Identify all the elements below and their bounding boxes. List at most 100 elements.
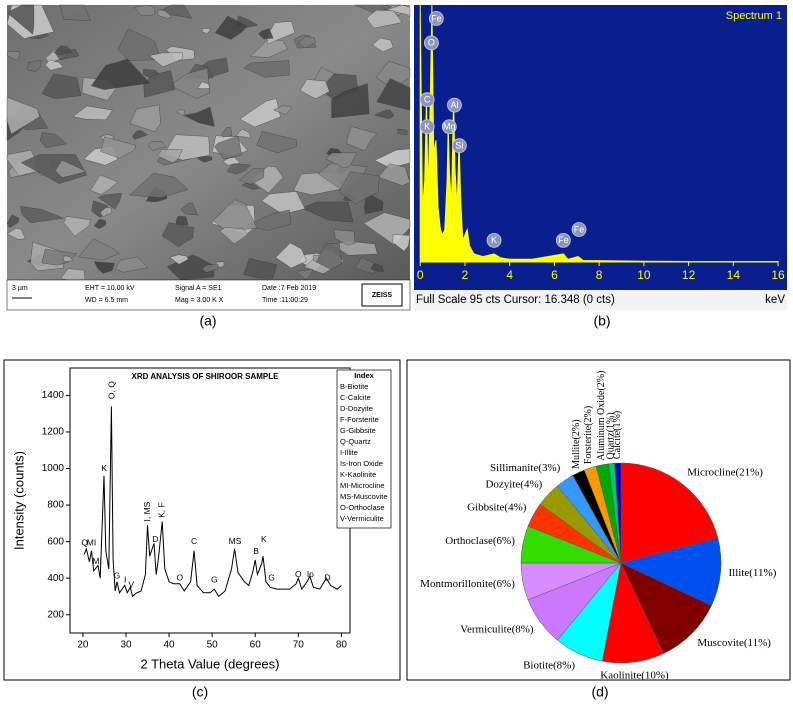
sem-flake (397, 128, 408, 136)
peak-label: O (177, 572, 184, 582)
sem-flake (169, 254, 189, 265)
sem-flake (222, 157, 241, 166)
sem-flake (226, 163, 252, 175)
peak-label: MS (229, 536, 242, 546)
slice-label: Montmorillonite(6%) (420, 578, 515, 590)
sem-flake (62, 255, 74, 262)
sem-flake (272, 105, 293, 116)
peak-label: MI (92, 556, 101, 566)
slice-label: Sillimanite(3%) (490, 462, 561, 474)
panel-frame (406, 359, 791, 681)
peak-label: O (295, 569, 302, 579)
y-tick-label: 1400 (42, 390, 65, 401)
element-marker (555, 232, 571, 248)
sem-flake (54, 159, 87, 178)
sem-flake (6, 227, 26, 240)
sem-flake (176, 109, 185, 116)
sem-flake (97, 193, 122, 210)
sem-flake (301, 201, 354, 223)
element-marker (419, 119, 435, 135)
element-marker (447, 97, 462, 113)
sem-flake (299, 79, 330, 100)
sem-flake (331, 83, 370, 119)
sem-flake (235, 128, 251, 139)
sem-flake (26, 59, 42, 72)
x-tick-label: 14 (727, 268, 741, 282)
peak-label: G (268, 572, 275, 582)
peak-label: V (128, 580, 134, 590)
element-label: Si (455, 141, 463, 151)
sem-flake (325, 152, 358, 169)
y-tick-label: 400 (47, 573, 64, 584)
x-tick-label: 80 (336, 640, 348, 651)
sem-flake (53, 45, 73, 56)
slice-label: Calcite(1%) (612, 411, 623, 459)
status-bar (414, 290, 787, 310)
sem-flake (157, 149, 183, 164)
x-tick-label: 8 (596, 268, 603, 282)
y-tick-label: 1000 (42, 463, 65, 474)
x-axis-label: 2 Theta Value (degrees) (141, 656, 280, 671)
peak-label: K, F (156, 502, 166, 518)
x-tick-label: 10 (637, 268, 651, 282)
slice-label: Forsterite(2%) (583, 406, 594, 464)
caption: (a) (199, 313, 216, 329)
peak-label: C (191, 536, 197, 546)
x-tick-label: 2 (462, 268, 469, 282)
x-tick-label: 16 (771, 268, 785, 282)
sem-flake (221, 127, 233, 138)
sem-flake (39, 132, 68, 148)
sem-flake (115, 256, 149, 273)
sem-flake (175, 216, 189, 226)
sem-texture (6, 4, 411, 281)
sem-flake (91, 58, 151, 90)
sem-flake (239, 168, 265, 185)
sem-panel: 3 µm EHT = 10.00 kV WD = 6.5 mm Signal A… (6, 4, 411, 311)
x-tick-label: 6 (551, 268, 558, 282)
sem-flake (214, 15, 248, 40)
element-label: Fe (431, 13, 442, 23)
x-tick-label: 40 (164, 640, 176, 651)
sem-flake (59, 4, 91, 22)
legend-item: O-Orthoclase (340, 503, 385, 512)
sem-date: Date :7 Feb 2019 (262, 285, 316, 292)
sem-flake (370, 263, 384, 272)
sem-flake (6, 4, 35, 35)
sem-flake (392, 234, 411, 252)
sem-flake (148, 52, 184, 68)
sem-flake (100, 136, 136, 159)
legend-item: MI-Microcline (340, 481, 385, 490)
peak-label: O, Q (106, 381, 116, 399)
sem-flake (6, 214, 20, 229)
x-tick-label: 60 (250, 640, 262, 651)
sem-flake (219, 226, 249, 245)
sem-flake (243, 258, 278, 279)
slice-label: Biotite(8%) (523, 660, 575, 672)
xrd-line (83, 406, 342, 598)
slice-label: Dozyite(4%) (485, 479, 542, 491)
status-text: Full Scale 95 cts Cursor: 16.348 (0 cts) (416, 294, 615, 306)
sem-flake (372, 37, 394, 53)
element-label: C (424, 95, 431, 105)
sem-flake (386, 4, 411, 18)
chart-title: XRD ANALYSIS OF SHIROOR SAMPLE (132, 372, 280, 381)
plot-background (414, 5, 787, 290)
x-tick-label: 50 (207, 640, 219, 651)
peak-label: G (114, 571, 121, 581)
sem-flake (147, 141, 167, 151)
sem-flake (169, 67, 210, 99)
sem-flake (243, 60, 290, 78)
element-marker (486, 232, 502, 248)
slice-label: Orthoclase(6%) (445, 535, 515, 547)
sem-flake (297, 36, 316, 49)
sem-flake (333, 229, 356, 246)
element-marker (424, 35, 439, 51)
element-label: Al (450, 100, 458, 110)
sem-flake (364, 192, 384, 214)
sem-flake (132, 129, 148, 140)
pie-slice (620, 562, 712, 654)
sem-flake (6, 51, 21, 61)
sem-flake (201, 264, 219, 273)
legend-item: D-Dozyite (340, 404, 373, 413)
sem-signal: Signal A = SE1 (175, 285, 222, 292)
